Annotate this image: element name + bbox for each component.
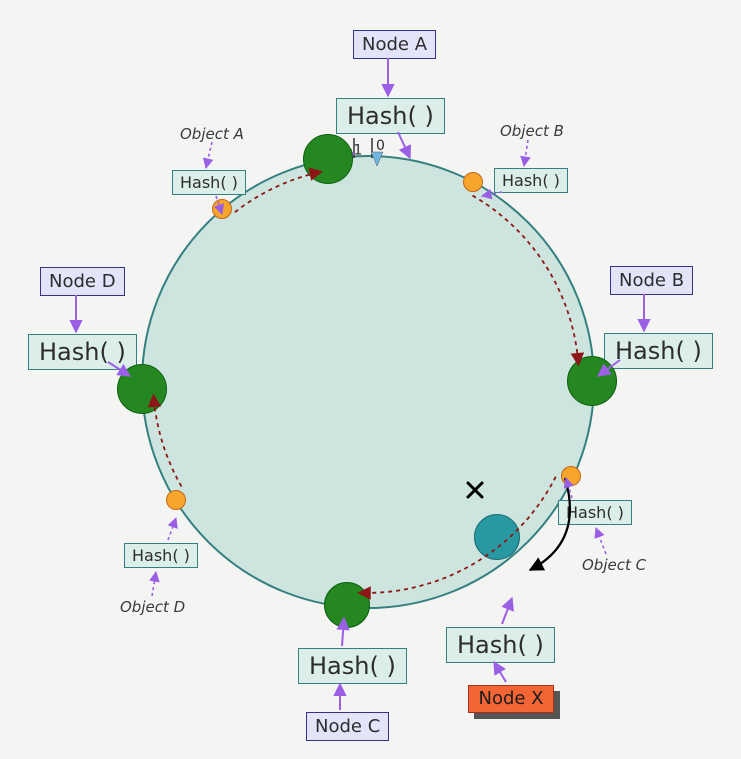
object-a-dot <box>212 199 232 219</box>
object-c-label: Object C <box>582 556 646 574</box>
hash-x-box: Hash( ) <box>446 627 555 663</box>
node-c-circle <box>324 582 370 628</box>
tick-zero-label: 0 <box>376 138 385 154</box>
hash-obj-c-box: Hash( ) <box>558 500 632 525</box>
diagram-canvas: 0 232−1 Object A Object B Object C Objec… <box>0 0 741 759</box>
hash-b-box: Hash( ) <box>604 333 713 369</box>
hash-a-box: Hash( ) <box>336 98 445 134</box>
object-a-label: Object A <box>180 125 244 143</box>
node-d-box: Node D <box>40 267 125 296</box>
hash-obj-b-box: Hash( ) <box>494 168 568 193</box>
object-b-label: Object B <box>500 122 564 140</box>
object-b-dot <box>463 172 483 192</box>
hash-d-box: Hash( ) <box>28 334 137 370</box>
node-c-box: Node C <box>306 712 389 741</box>
object-d-label: Object D <box>120 598 185 616</box>
hash-ring <box>141 155 595 609</box>
node-b-circle <box>567 356 617 406</box>
node-d-circle <box>117 364 167 414</box>
node-x-box: Node X <box>468 685 554 713</box>
hash-c-box: Hash( ) <box>298 648 407 684</box>
hash-obj-d-box: Hash( ) <box>124 543 198 568</box>
node-x-circle <box>474 514 520 560</box>
node-a-box: Node A <box>353 30 436 59</box>
node-a-circle <box>303 134 353 184</box>
node-b-box: Node B <box>610 266 693 295</box>
hash-obj-a-box: Hash( ) <box>172 170 246 195</box>
object-c-dot <box>561 466 581 486</box>
